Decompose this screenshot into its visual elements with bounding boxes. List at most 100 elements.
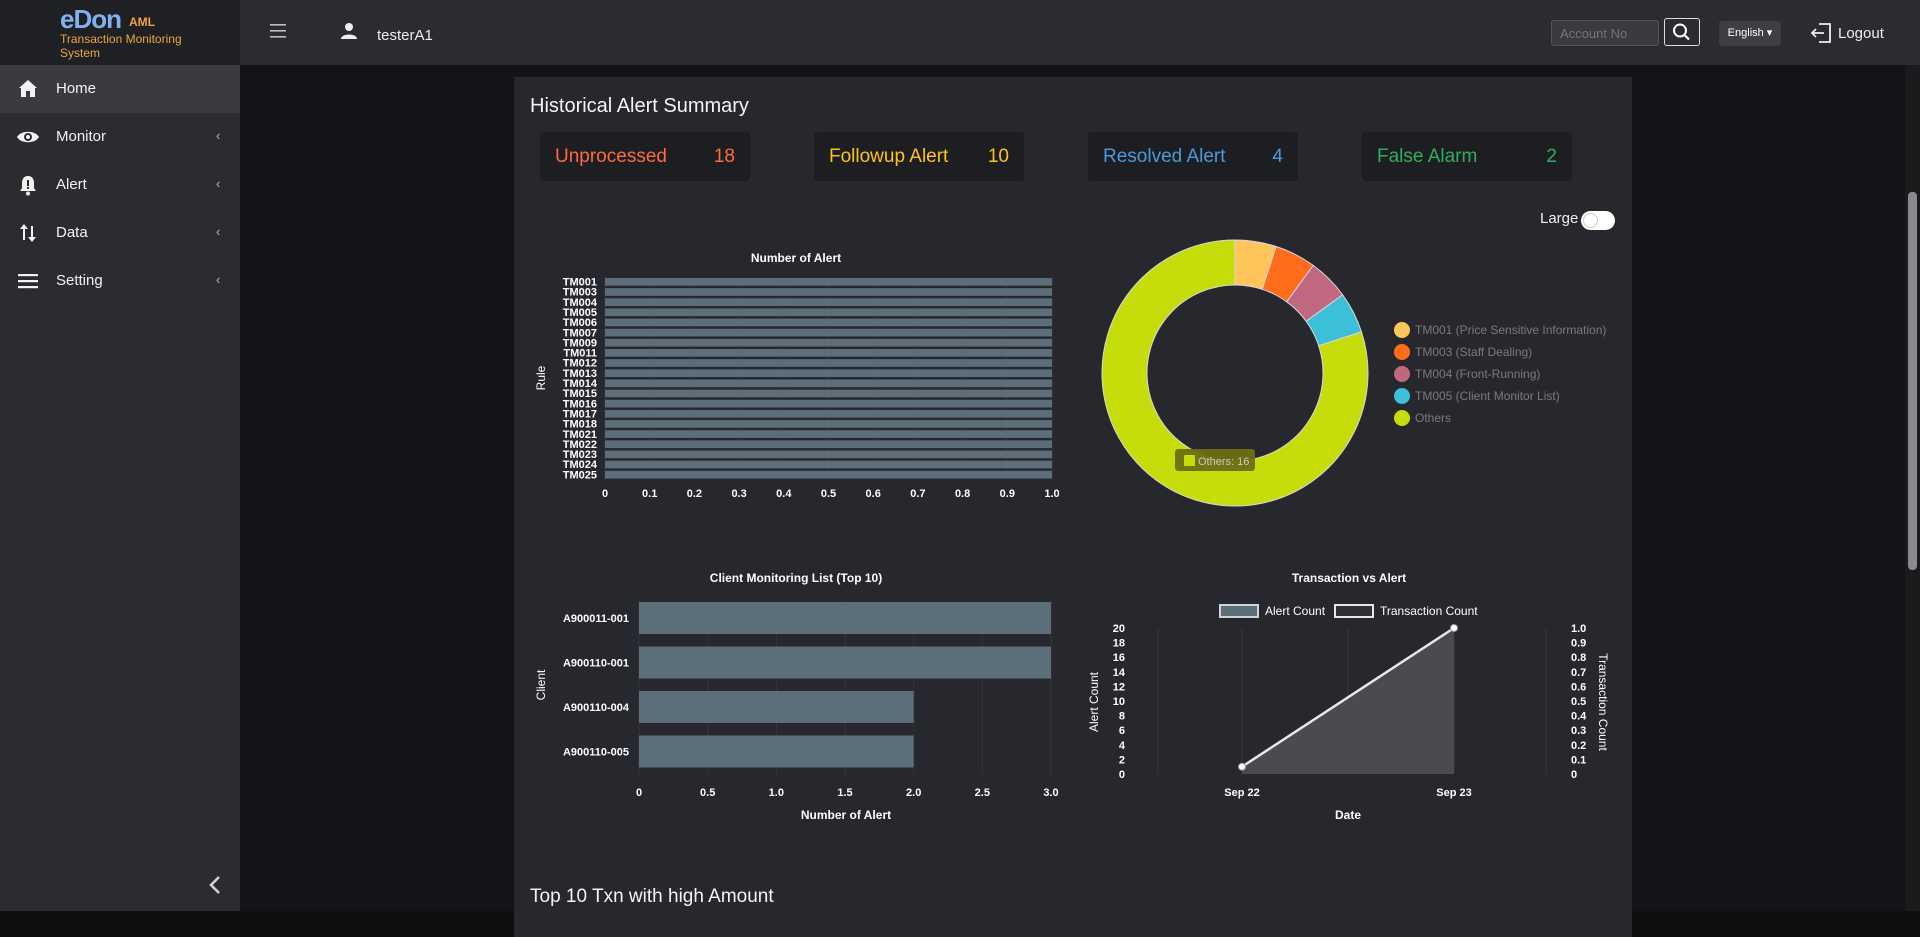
stat-label: Followup Alert bbox=[829, 146, 949, 167]
y2-tick-label: 0.1 bbox=[1571, 754, 1586, 766]
y-tick-label: TM004 bbox=[563, 297, 598, 309]
x-axis-label: Date bbox=[1335, 808, 1361, 822]
topbar: testerA1 English ▾ Logout bbox=[240, 0, 1920, 65]
x-tick-label: 3.0 bbox=[1043, 787, 1058, 799]
y-tick-label: A900011-001 bbox=[563, 613, 629, 625]
collapse-sidebar-icon[interactable] bbox=[205, 873, 225, 897]
sidebar-item-label: Data bbox=[56, 224, 88, 241]
sidebar-item-label: Monitor bbox=[56, 128, 107, 145]
y2-tick-label: 0 bbox=[1571, 769, 1577, 781]
y-tick-label: TM018 bbox=[563, 419, 597, 431]
logout-button[interactable]: Logout bbox=[1810, 22, 1890, 44]
y-tick-label: 0 bbox=[1119, 769, 1125, 781]
sidebar-item-alert[interactable]: Alert ‹ bbox=[0, 161, 240, 209]
line-plot-area: Alert Count Transaction Count 0 2 4 6 8 10 12 14 1… bbox=[1113, 604, 1587, 799]
y-tick-label: TM011 bbox=[563, 348, 597, 360]
brand-subtitle: Transaction Monitoring System bbox=[60, 32, 182, 60]
bar bbox=[605, 470, 1052, 479]
bar-plot-area: 0 0.1 0.2 0.3 0.4 0.5 0.6 0.7 0.8 0.9 1.0TM001TM00… bbox=[563, 276, 1060, 500]
sidebar-item-monitor[interactable]: Monitor ‹ bbox=[0, 113, 240, 161]
bar bbox=[605, 328, 1052, 337]
y-tick-label: 4 bbox=[1119, 740, 1126, 752]
y-tick-label: TM007 bbox=[563, 327, 597, 339]
y-tick-label: TM016 bbox=[563, 398, 597, 410]
bar bbox=[605, 318, 1052, 327]
legend-marker bbox=[1394, 410, 1410, 426]
size-toggle[interactable] bbox=[1581, 211, 1615, 230]
sidebar: eDon AML Transaction Monitoring System H… bbox=[0, 0, 240, 911]
x-tick-label: 2.0 bbox=[906, 787, 921, 799]
chart-title: Client Monitoring List (Top 10) bbox=[710, 571, 882, 585]
x-tick-label: 2.5 bbox=[975, 787, 990, 799]
y-tick-label: 10 bbox=[1113, 696, 1125, 708]
y-tick-label: TM006 bbox=[563, 317, 597, 329]
size-toggle-label: Large bbox=[1540, 210, 1579, 227]
bar bbox=[605, 298, 1052, 306]
brand[interactable]: eDon AML Transaction Monitoring System bbox=[0, 0, 240, 65]
y-tick-label: 14 bbox=[1113, 667, 1126, 679]
toggle-knob bbox=[1583, 213, 1598, 228]
x-tick-label: 0 bbox=[602, 488, 608, 500]
sort-arrows-icon bbox=[20, 224, 36, 242]
bar bbox=[605, 349, 1052, 357]
y-tick-label: 6 bbox=[1119, 725, 1125, 737]
y2-tick-label: 0.6 bbox=[1571, 681, 1586, 693]
section-title-top-txn: Top 10 Txn with high Amount bbox=[530, 886, 774, 907]
x-tick-label: 0.4 bbox=[776, 488, 792, 500]
y-tick-label: TM025 bbox=[563, 469, 597, 481]
stat-label: False Alarm bbox=[1377, 146, 1478, 167]
stat-value: 10 bbox=[987, 146, 1009, 167]
y-tick-label: A900110-001 bbox=[563, 658, 629, 670]
hamburger-menu-icon[interactable] bbox=[270, 24, 286, 38]
stat-card-false-alarm[interactable]: False Alarm 2 bbox=[1362, 132, 1572, 181]
sidebar-item-setting[interactable]: Setting ‹ bbox=[0, 257, 240, 305]
x-tick-label: 0.3 bbox=[731, 488, 746, 500]
legend-marker bbox=[1394, 322, 1410, 338]
menu-lines-icon bbox=[18, 274, 38, 289]
account-no-input[interactable] bbox=[1551, 20, 1659, 46]
x-tick-label: 0.5 bbox=[700, 787, 715, 799]
y-tick-label: A900110-004 bbox=[563, 702, 630, 714]
y-tick-label: TM005 bbox=[563, 307, 597, 319]
y-tick-label: TM014 bbox=[563, 378, 598, 390]
legend-marker bbox=[1394, 366, 1410, 382]
legend-marker bbox=[1394, 344, 1410, 360]
chevron-left-icon: ‹ bbox=[216, 224, 221, 239]
legend-marker bbox=[1394, 388, 1410, 404]
y-tick-label: TM015 bbox=[563, 388, 597, 400]
bar bbox=[639, 735, 914, 768]
stat-value: 4 bbox=[1272, 146, 1283, 167]
x-tick-label: 1.0 bbox=[769, 787, 784, 799]
section-title: Historical Alert Summary bbox=[530, 95, 749, 117]
stat-card-resolved[interactable]: Resolved Alert 4 bbox=[1088, 132, 1298, 181]
search-button[interactable] bbox=[1664, 18, 1700, 46]
transaction-vs-alert-chart: Transaction vs Alert Alert Count Transac… bbox=[1087, 571, 1610, 822]
language-dropdown[interactable]: English ▾ bbox=[1719, 21, 1781, 46]
bar bbox=[605, 379, 1052, 388]
bar bbox=[605, 399, 1052, 408]
user-icon bbox=[341, 23, 357, 39]
logout-label: Logout bbox=[1838, 25, 1884, 42]
y-tick-label: TM021 bbox=[563, 429, 597, 441]
y-tick-label: TM024 bbox=[563, 459, 598, 471]
number-of-alert-chart: Number of Alert Rule 0 0.1 0.2 0.3 0.4 0.5 0.6… bbox=[534, 251, 1060, 500]
x-tick-label: 0.8 bbox=[955, 488, 970, 500]
tooltip-text: Others: 16 bbox=[1198, 456, 1249, 468]
legend-marker bbox=[1334, 604, 1374, 618]
y-axis-label: Rule bbox=[534, 365, 548, 390]
bar bbox=[605, 369, 1052, 377]
sidebar-item-home[interactable]: Home bbox=[0, 65, 240, 113]
bar bbox=[605, 420, 1052, 428]
stat-card-unprocessed[interactable]: Unprocessed 18 bbox=[540, 132, 750, 181]
y-tick-label: A900110-005 bbox=[563, 747, 629, 759]
sidebar-item-data[interactable]: Data ‹ bbox=[0, 209, 240, 257]
y2-tick-label: 0.4 bbox=[1571, 711, 1587, 723]
y-tick-label: 12 bbox=[1113, 681, 1125, 693]
x-tick-label: 0.1 bbox=[642, 488, 657, 500]
sidebar-item-label: Alert bbox=[56, 176, 87, 193]
x-tick-label: 1.5 bbox=[837, 787, 852, 799]
scrollbar-thumb[interactable] bbox=[1908, 192, 1917, 570]
main-content bbox=[240, 65, 1905, 937]
y-tick-label: 16 bbox=[1113, 652, 1125, 664]
stat-card-followup[interactable]: Followup Alert 10 bbox=[814, 132, 1024, 181]
